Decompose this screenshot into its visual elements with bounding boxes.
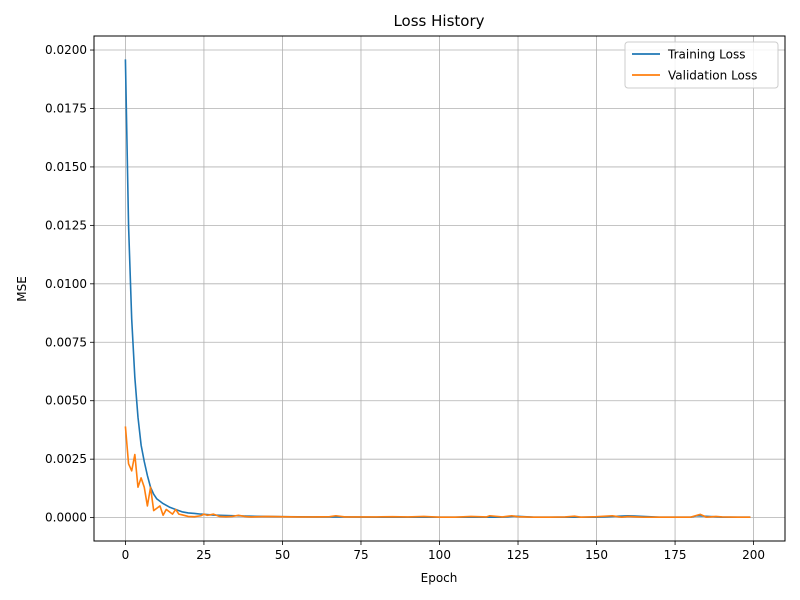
y-tick-label: 0.0200 <box>45 43 87 57</box>
validation-loss-line <box>124 426 751 518</box>
y-tick-label: 0.0025 <box>45 452 87 466</box>
y-tick-label: 0.0050 <box>45 394 87 408</box>
x-tick-label: 25 <box>196 548 211 562</box>
y-tick-label: 0.0175 <box>45 101 87 115</box>
x-tick-label: 200 <box>742 548 765 562</box>
legend-label-validation: Validation Loss <box>668 69 757 83</box>
legend-label-training: Training Loss <box>667 48 745 62</box>
x-tick-label: 100 <box>428 548 451 562</box>
y-axis-ticks: 0.0000 0.0025 0.0050 0.0075 0.0100 0.0125 0.01… <box>45 43 94 525</box>
y-tick-label: 0.0000 <box>45 511 87 525</box>
x-tick-label: 0 <box>122 548 130 562</box>
y-tick-label: 0.0100 <box>45 277 87 291</box>
legend: Training Loss Validation Loss <box>624 41 779 89</box>
chart-title: Loss History <box>393 12 484 30</box>
y-tick-label: 0.0150 <box>45 160 87 174</box>
series-layer <box>124 59 751 518</box>
x-tick-label: 150 <box>585 548 608 562</box>
x-tick-label: 50 <box>275 548 290 562</box>
x-tick-label: 75 <box>353 548 368 562</box>
x-axis-ticks: 0 25 50 75 100 125 150 175 200 <box>122 541 765 562</box>
x-tick-label: 125 <box>507 548 530 562</box>
y-tick-label: 0.0075 <box>45 335 87 349</box>
y-tick-label: 0.0125 <box>45 218 87 232</box>
x-axis-label: Epoch <box>421 571 458 585</box>
grid-layer <box>94 36 785 541</box>
legend-box <box>624 41 779 89</box>
y-axis-label: MSE <box>15 276 29 302</box>
training-loss-line <box>124 59 751 518</box>
x-tick-label: 175 <box>664 548 687 562</box>
